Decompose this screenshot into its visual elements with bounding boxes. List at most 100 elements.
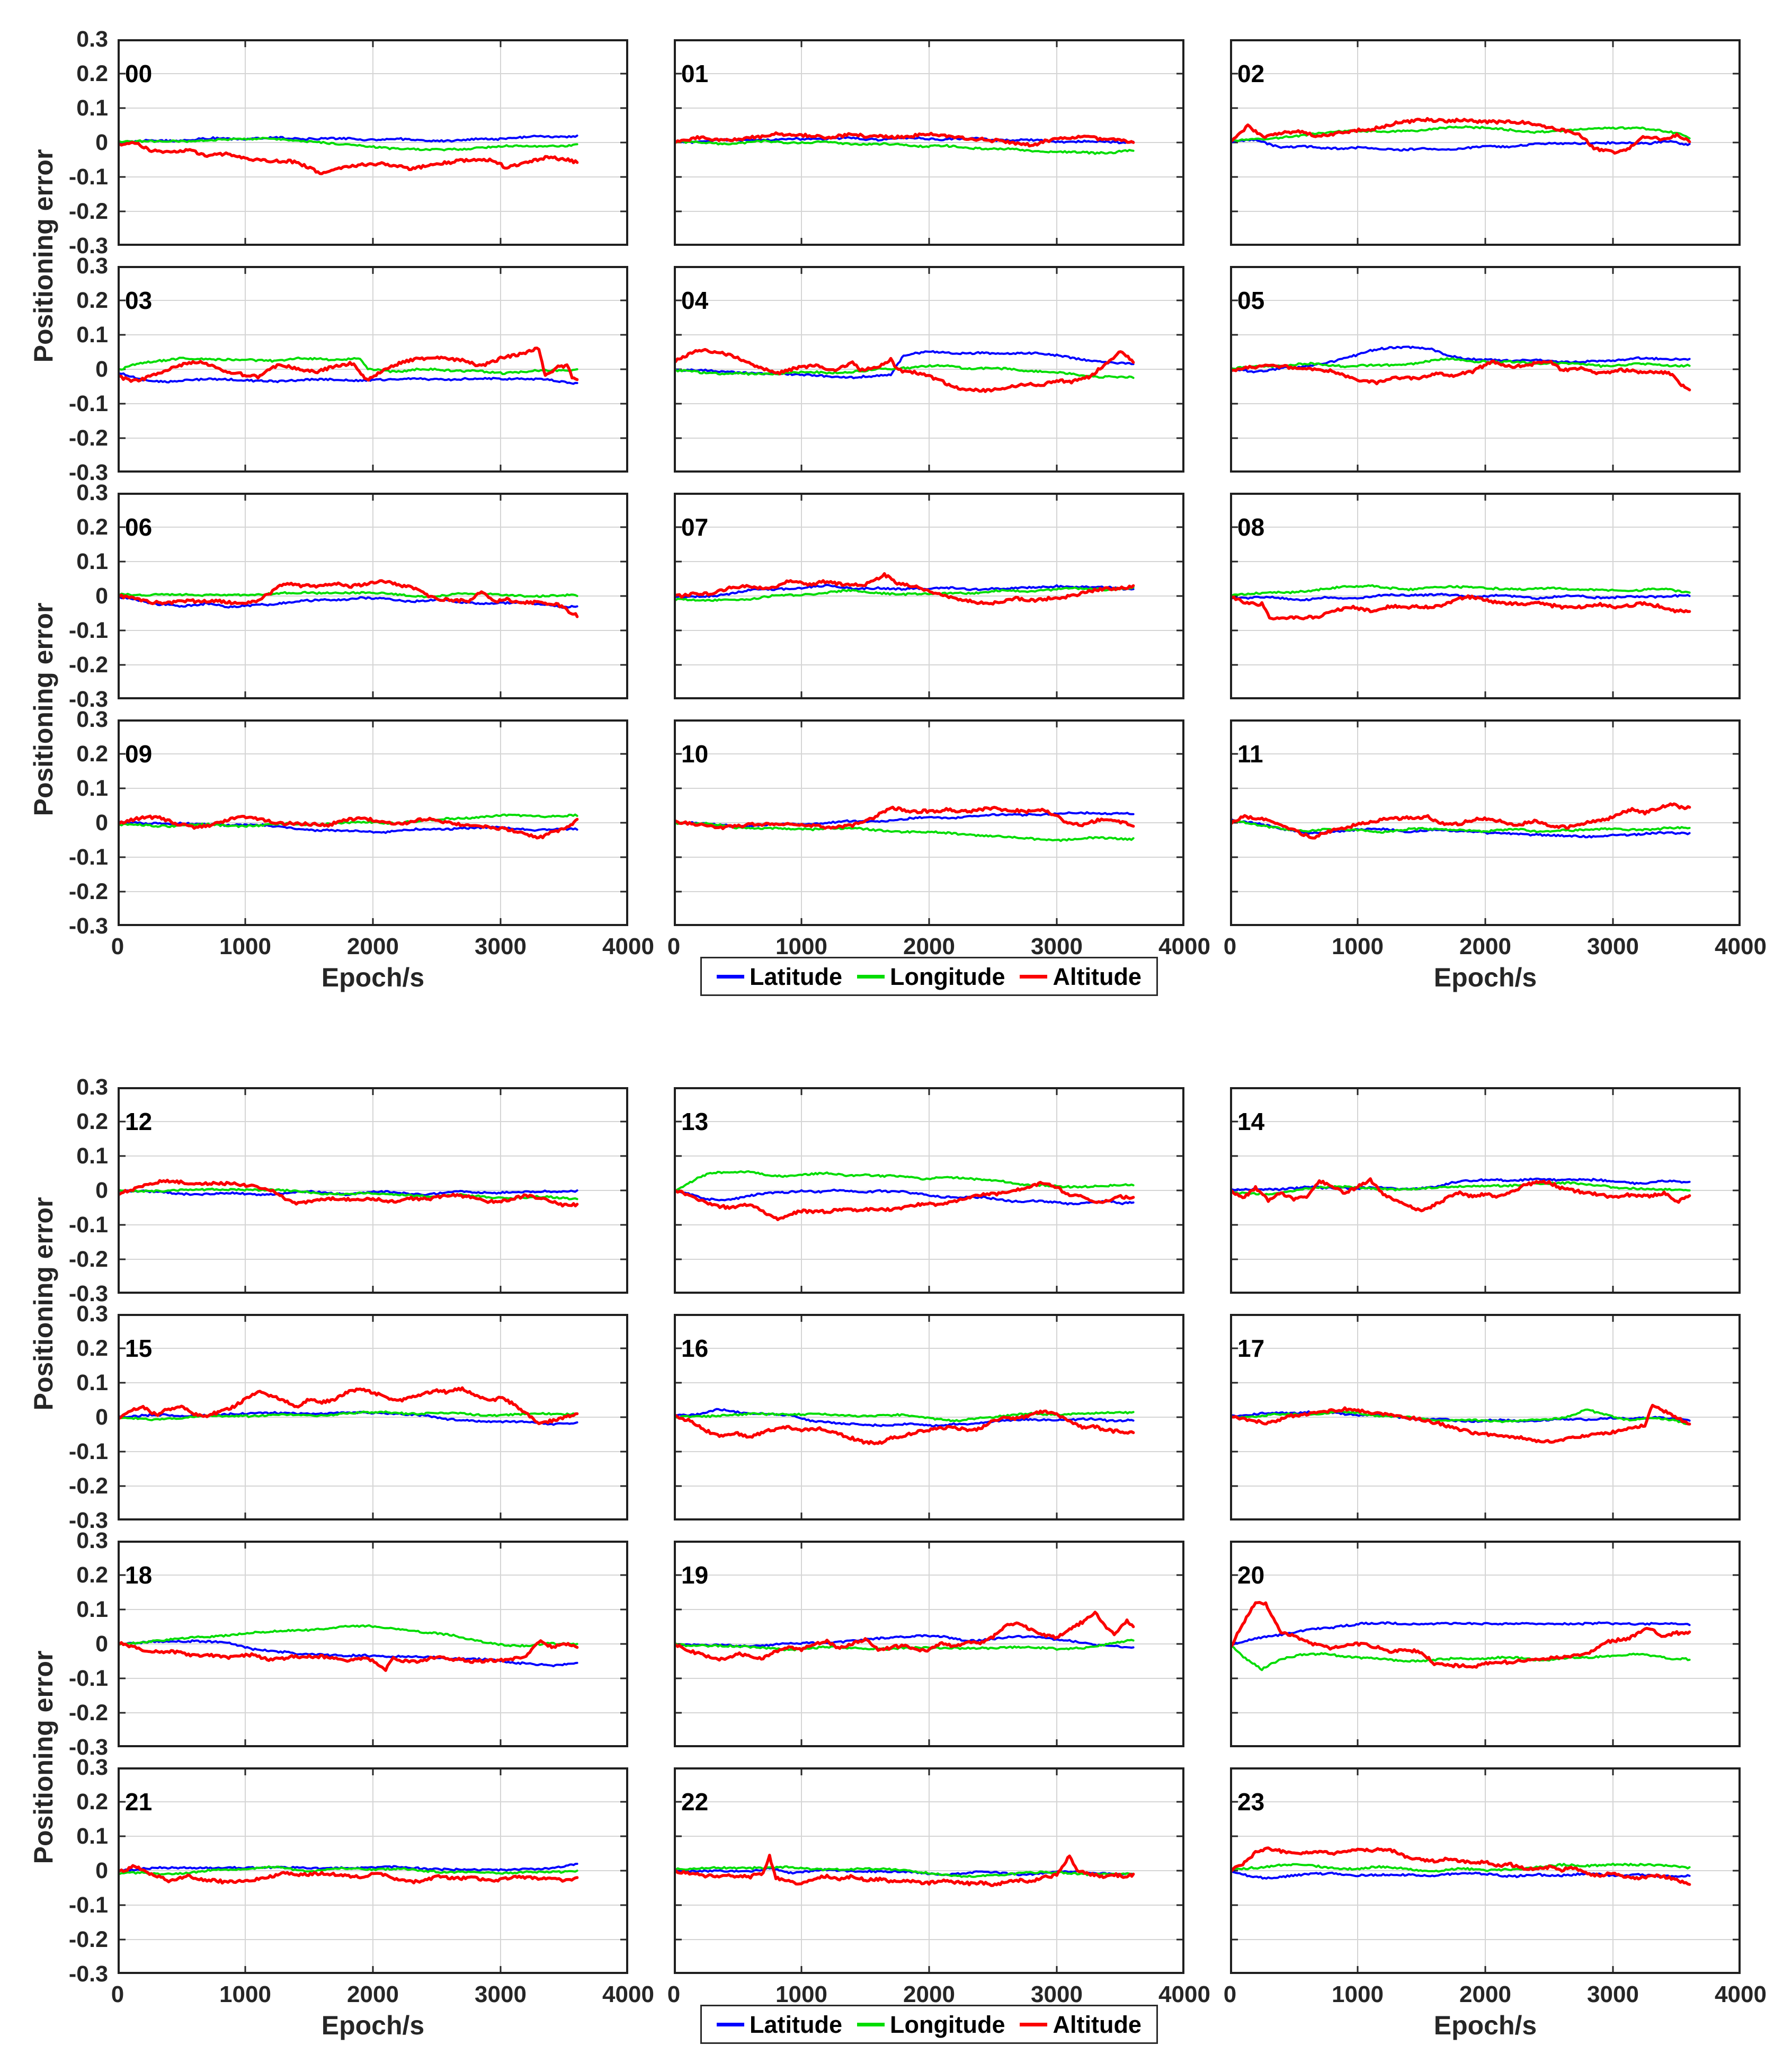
y-tick-label: -0.3 <box>68 233 108 259</box>
panel-border <box>118 1087 628 1294</box>
panel-id-label: 01 <box>681 60 709 87</box>
altitude-series-line <box>674 805 1135 830</box>
panel-10: 10 <box>674 719 1184 926</box>
panel-id-label: 18 <box>125 1561 153 1589</box>
x-tick-label: 2000 <box>347 1981 399 2007</box>
panel-border <box>674 719 1184 926</box>
latitude-series-line <box>118 1189 578 1196</box>
longitude-series-line <box>118 1410 578 1421</box>
y-tick-label: 0.1 <box>76 1143 108 1169</box>
y-tick-label: 0 <box>95 1404 108 1430</box>
latitude-series-line <box>674 811 1135 829</box>
y-tick-label: -0.3 <box>68 687 108 712</box>
altitude-series-line <box>1230 117 1691 155</box>
x-tick-label: 2000 <box>903 1981 955 2007</box>
longitude-series-line <box>118 1865 578 1876</box>
altitude-series-line <box>674 1854 1135 1887</box>
panel-18: 18 <box>118 1541 628 1747</box>
longitude-series-line <box>1230 1862 1691 1873</box>
panel-03-chart <box>118 266 628 473</box>
y-tick-label: 0.2 <box>76 741 108 767</box>
x-axis-title: Epoch/s <box>321 2011 425 2040</box>
panel-08: 08 <box>1230 493 1741 699</box>
panel-border <box>674 1314 1184 1520</box>
panel-22: 22 <box>674 1767 1184 1974</box>
y-tick-label: 0 <box>95 1178 108 1203</box>
panel-11: 11 <box>1230 719 1741 926</box>
x-tick-label: 0 <box>667 933 681 959</box>
altitude-series-line <box>674 131 1135 148</box>
altitude-series-line <box>118 346 579 383</box>
y-tick-label: 0.3 <box>76 1755 108 1780</box>
panel-15: 15 <box>118 1314 628 1520</box>
x-tick-label: 1000 <box>775 933 827 959</box>
y-tick-label: -0.1 <box>68 1666 108 1691</box>
panel-id-label: 23 <box>1237 1788 1265 1816</box>
y-tick-label: -0.3 <box>68 1281 108 1306</box>
longitude-line-swatch <box>857 2022 885 2026</box>
latitude-series-line <box>118 371 578 385</box>
panel-border <box>1230 266 1741 473</box>
y-tick-label: 0 <box>95 130 108 155</box>
x-tick-label: 1000 <box>1332 1981 1384 2007</box>
y-tick-label: -0.3 <box>68 1508 108 1533</box>
longitude-series-line <box>1230 357 1691 370</box>
y-tick-label: 0 <box>95 810 108 835</box>
legend-label: Longitude <box>890 963 1005 990</box>
altitude-line-swatch <box>1020 974 1048 979</box>
x-tick-label: 0 <box>111 1981 124 2007</box>
altitude-series-line <box>674 1409 1135 1445</box>
longitude-series-line <box>1230 819 1691 834</box>
altitude-series-line <box>674 572 1135 606</box>
x-tick-label: 3000 <box>475 1981 527 2007</box>
panel-border <box>674 1541 1184 1747</box>
panel-04-chart <box>674 266 1184 473</box>
y-tick-label: 0.3 <box>76 1301 108 1327</box>
x-tick-label: 4000 <box>1715 1981 1767 2007</box>
y-axis-title: Positioning error <box>29 602 58 816</box>
panel-id-label: 00 <box>125 60 153 87</box>
panel-border <box>118 266 628 473</box>
panel-border <box>1230 39 1741 246</box>
panel-id-label: 20 <box>1237 1561 1265 1589</box>
altitude-series-line <box>118 1639 579 1672</box>
longitude-series-line <box>1230 1181 1691 1196</box>
panel-border <box>118 719 628 926</box>
panel-id-label: 17 <box>1237 1335 1265 1362</box>
x-tick-label: 4000 <box>602 933 654 959</box>
x-tick-label: 3000 <box>1031 933 1083 959</box>
panel-border <box>1230 719 1741 926</box>
panel-id-label: 19 <box>681 1561 709 1589</box>
longitude-series-line <box>674 1170 1135 1192</box>
altitude-series-line <box>118 1386 579 1426</box>
altitude-series-line <box>118 141 579 175</box>
panel-id-label: 04 <box>681 287 709 314</box>
altitude-line-swatch <box>1020 2022 1048 2026</box>
altitude-series-line <box>1230 1600 1691 1669</box>
panel-22-chart <box>674 1767 1184 1974</box>
panel-16: 16 <box>674 1314 1184 1520</box>
latitude-series-line <box>674 1188 1135 1206</box>
panel-05-chart <box>1230 266 1741 473</box>
panel-border <box>1230 1314 1741 1520</box>
legend-item-longitude: Longitude <box>857 965 1005 989</box>
legend-item-altitude: Altitude <box>1020 2013 1142 2037</box>
panel-border <box>118 1541 628 1747</box>
panel-id-label: 10 <box>681 740 709 768</box>
x-tick-label: 2000 <box>1459 933 1511 959</box>
y-tick-label: 0.2 <box>76 1336 108 1361</box>
y-tick-label: 0.2 <box>76 1789 108 1815</box>
panel-border <box>674 1767 1184 1974</box>
y-tick-label: 0 <box>95 1631 108 1657</box>
panel-border <box>674 1087 1184 1294</box>
y-tick-label: 0.3 <box>76 253 108 279</box>
altitude-series-line <box>1230 1177 1691 1213</box>
y-tick-label: -0.2 <box>68 879 108 904</box>
longitude-series-line <box>118 813 578 829</box>
y-tick-label: -0.1 <box>68 1212 108 1238</box>
x-tick-label: 3000 <box>1587 1981 1639 2007</box>
latitude-series-line <box>1230 1177 1691 1191</box>
panel-09-chart <box>118 719 628 926</box>
y-tick-label: -0.2 <box>68 1700 108 1726</box>
y-tick-label: -0.3 <box>68 913 108 939</box>
